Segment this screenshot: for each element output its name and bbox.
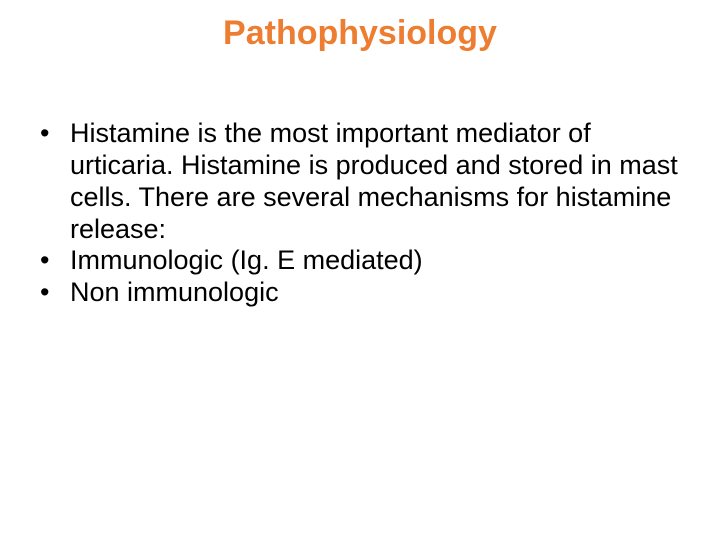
list-item: Immunologic (Ig. E mediated): [30, 245, 690, 277]
list-item: Non immunologic: [30, 277, 690, 309]
slide-body: Histamine is the most important mediator…: [30, 118, 690, 309]
bullet-list: Histamine is the most important mediator…: [30, 118, 690, 309]
slide: Pathophysiology Histamine is the most im…: [0, 0, 720, 540]
list-item: Histamine is the most important mediator…: [30, 118, 690, 245]
slide-title: Pathophysiology: [0, 14, 720, 53]
